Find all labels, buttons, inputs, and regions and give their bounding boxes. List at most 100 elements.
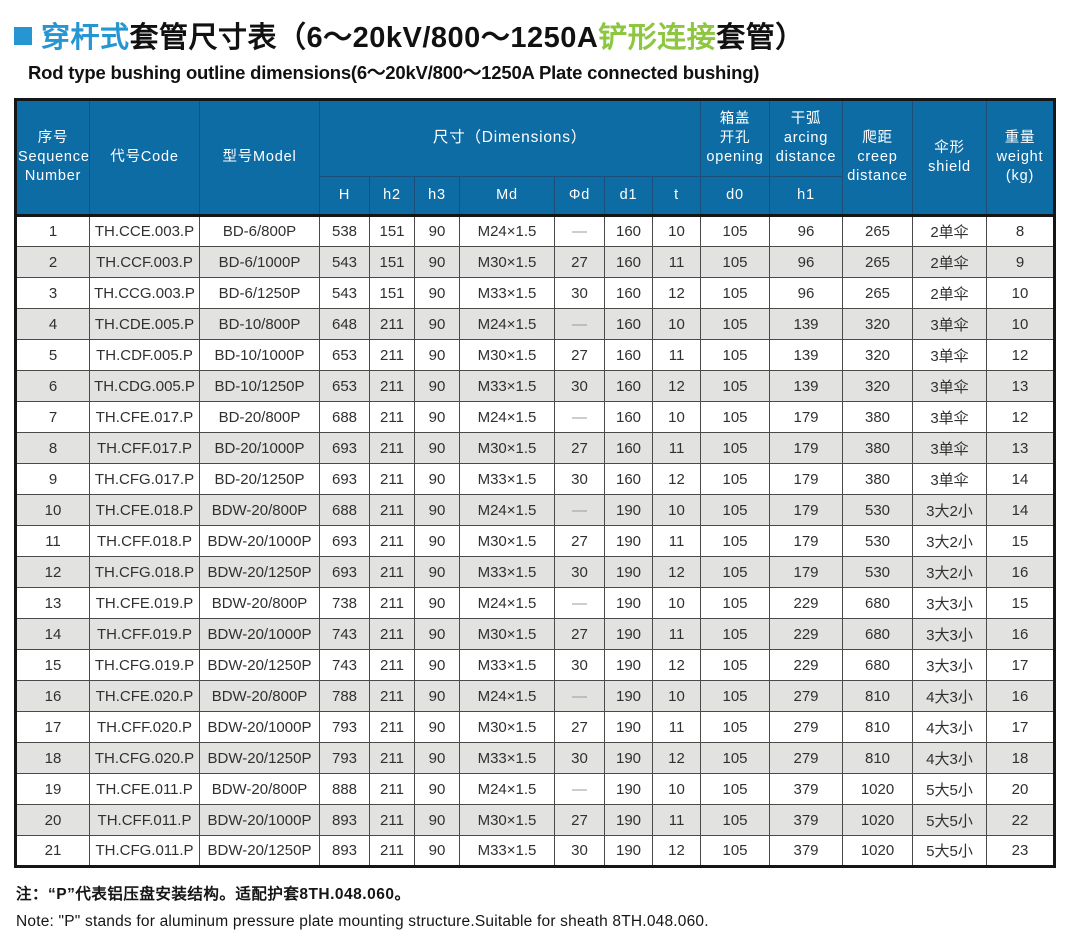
- cell-d0: 105: [700, 804, 771, 836]
- cell-Md: M30×1.5: [459, 432, 555, 464]
- cell-phi-d: 30: [554, 649, 605, 681]
- cell-h2: 151: [369, 277, 415, 309]
- cell-d0: 105: [700, 742, 771, 774]
- cell-d1: 160: [604, 308, 653, 340]
- cell-seq: 8: [15, 432, 90, 464]
- table-row: 15 TH.CFG.019.P BDW-20/1250P 743 211 90 M33×1.…: [15, 649, 1056, 681]
- cell-weight: 22: [986, 804, 1056, 836]
- cell-model: BD-10/1000P: [199, 339, 320, 371]
- cell-H: 738: [319, 587, 370, 619]
- cell-shield: 3大3小: [912, 587, 988, 619]
- cell-creep: 1020: [842, 804, 914, 836]
- cell-phi-d: —: [554, 401, 605, 433]
- cell-phi-d: 27: [554, 525, 605, 557]
- cell-weight: 14: [986, 463, 1056, 495]
- cell-H: 793: [319, 711, 370, 743]
- cell-Md: M30×1.5: [459, 711, 555, 743]
- cell-d1: 190: [604, 680, 653, 712]
- cell-creep: 810: [842, 680, 914, 712]
- cell-creep: 530: [842, 494, 914, 526]
- cell-H: 788: [319, 680, 370, 712]
- subheader-H: H: [319, 176, 370, 216]
- cell-H: 693: [319, 432, 370, 464]
- cell-t: 11: [651, 711, 702, 743]
- column-header-shield: 伞形 shield: [912, 99, 988, 216]
- cell-phi-d: 30: [554, 835, 605, 867]
- table-row: 13 TH.CFE.019.P BDW-20/800P 738 211 90 M24×1.5…: [15, 587, 1056, 619]
- cell-H: 688: [319, 494, 370, 526]
- cell-H: 743: [319, 649, 370, 681]
- cell-t: 12: [651, 463, 702, 495]
- cell-h3: 90: [414, 649, 460, 681]
- cell-d0: 105: [700, 339, 771, 371]
- cell-h3: 90: [414, 370, 460, 402]
- cell-d1: 190: [604, 587, 653, 619]
- cell-d0: 105: [700, 370, 771, 402]
- cell-code: TH.CCG.003.P: [89, 277, 200, 309]
- cell-d1: 160: [604, 432, 653, 464]
- cell-phi-d: 30: [554, 463, 605, 495]
- cell-h1: 96: [769, 215, 844, 247]
- cell-d1: 190: [604, 773, 653, 805]
- cell-weight: 23: [986, 835, 1056, 867]
- cell-weight: 17: [986, 711, 1056, 743]
- cell-shield: 4大3小: [912, 742, 988, 774]
- cell-d0: 105: [700, 246, 771, 278]
- cell-Md: M24×1.5: [459, 773, 555, 805]
- cell-weight: 17: [986, 649, 1056, 681]
- title-segment-tail: 套管）: [716, 22, 805, 54]
- cell-code: TH.CFE.020.P: [89, 680, 200, 712]
- cell-code: TH.CFE.018.P: [89, 494, 200, 526]
- cell-code: TH.CFG.019.P: [89, 649, 200, 681]
- cell-shield: 5大5小: [912, 773, 988, 805]
- note-english: Note: "P" stands for aluminum pressure p…: [16, 913, 709, 930]
- cell-code: TH.CDG.005.P: [89, 370, 200, 402]
- cell-d0: 105: [700, 432, 771, 464]
- column-header-creep-distance: 爬距 creep distance: [842, 99, 914, 216]
- cell-weight: 16: [986, 556, 1056, 588]
- cell-h3: 90: [414, 494, 460, 526]
- cell-creep: 380: [842, 432, 914, 464]
- cell-d1: 190: [604, 618, 653, 650]
- cell-Md: M30×1.5: [459, 246, 555, 278]
- cell-d1: 190: [604, 649, 653, 681]
- cell-h1: 379: [769, 835, 844, 867]
- cell-h1: 179: [769, 556, 844, 588]
- cell-Md: M30×1.5: [459, 804, 555, 836]
- cell-model: BDW-20/1000P: [199, 618, 320, 650]
- cell-model: BDW-20/1250P: [199, 556, 320, 588]
- cell-code: TH.CFG.011.P: [89, 835, 200, 867]
- cell-h3: 90: [414, 525, 460, 557]
- cell-Md: M24×1.5: [459, 215, 555, 247]
- table-row: 6 TH.CDG.005.P BD-10/1250P 653 211 90 M33×1.5 3…: [15, 370, 1056, 402]
- cell-creep: 265: [842, 277, 914, 309]
- cell-shield: 3大3小: [912, 649, 988, 681]
- cell-t: 10: [651, 215, 702, 247]
- cell-h1: 139: [769, 370, 844, 402]
- cell-phi-d: —: [554, 215, 605, 247]
- cell-shield: 2单伞: [912, 246, 988, 278]
- cell-h3: 90: [414, 835, 460, 867]
- cell-d1: 190: [604, 494, 653, 526]
- cell-Md: M33×1.5: [459, 370, 555, 402]
- cell-h3: 90: [414, 215, 460, 247]
- cell-creep: 530: [842, 556, 914, 588]
- cell-Md: M33×1.5: [459, 277, 555, 309]
- cell-h1: 179: [769, 401, 844, 433]
- cell-H: 653: [319, 339, 370, 371]
- cell-model: BDW-20/800P: [199, 587, 320, 619]
- cell-t: 10: [651, 773, 702, 805]
- cell-shield: 5大5小: [912, 835, 988, 867]
- cell-h3: 90: [414, 587, 460, 619]
- cell-weight: 12: [986, 401, 1056, 433]
- cell-seq: 7: [15, 401, 90, 433]
- cell-h1: 139: [769, 339, 844, 371]
- table-body: 1 TH.CCE.003.P BD-6/800P 538 151 90 M24×1.5—16…: [15, 215, 1056, 867]
- cell-h1: 379: [769, 804, 844, 836]
- cell-phi-d: 30: [554, 556, 605, 588]
- column-header-model: 型号Model: [199, 99, 320, 216]
- cell-h1: 279: [769, 742, 844, 774]
- cell-d0: 105: [700, 215, 771, 247]
- cell-Md: M33×1.5: [459, 742, 555, 774]
- cell-h3: 90: [414, 556, 460, 588]
